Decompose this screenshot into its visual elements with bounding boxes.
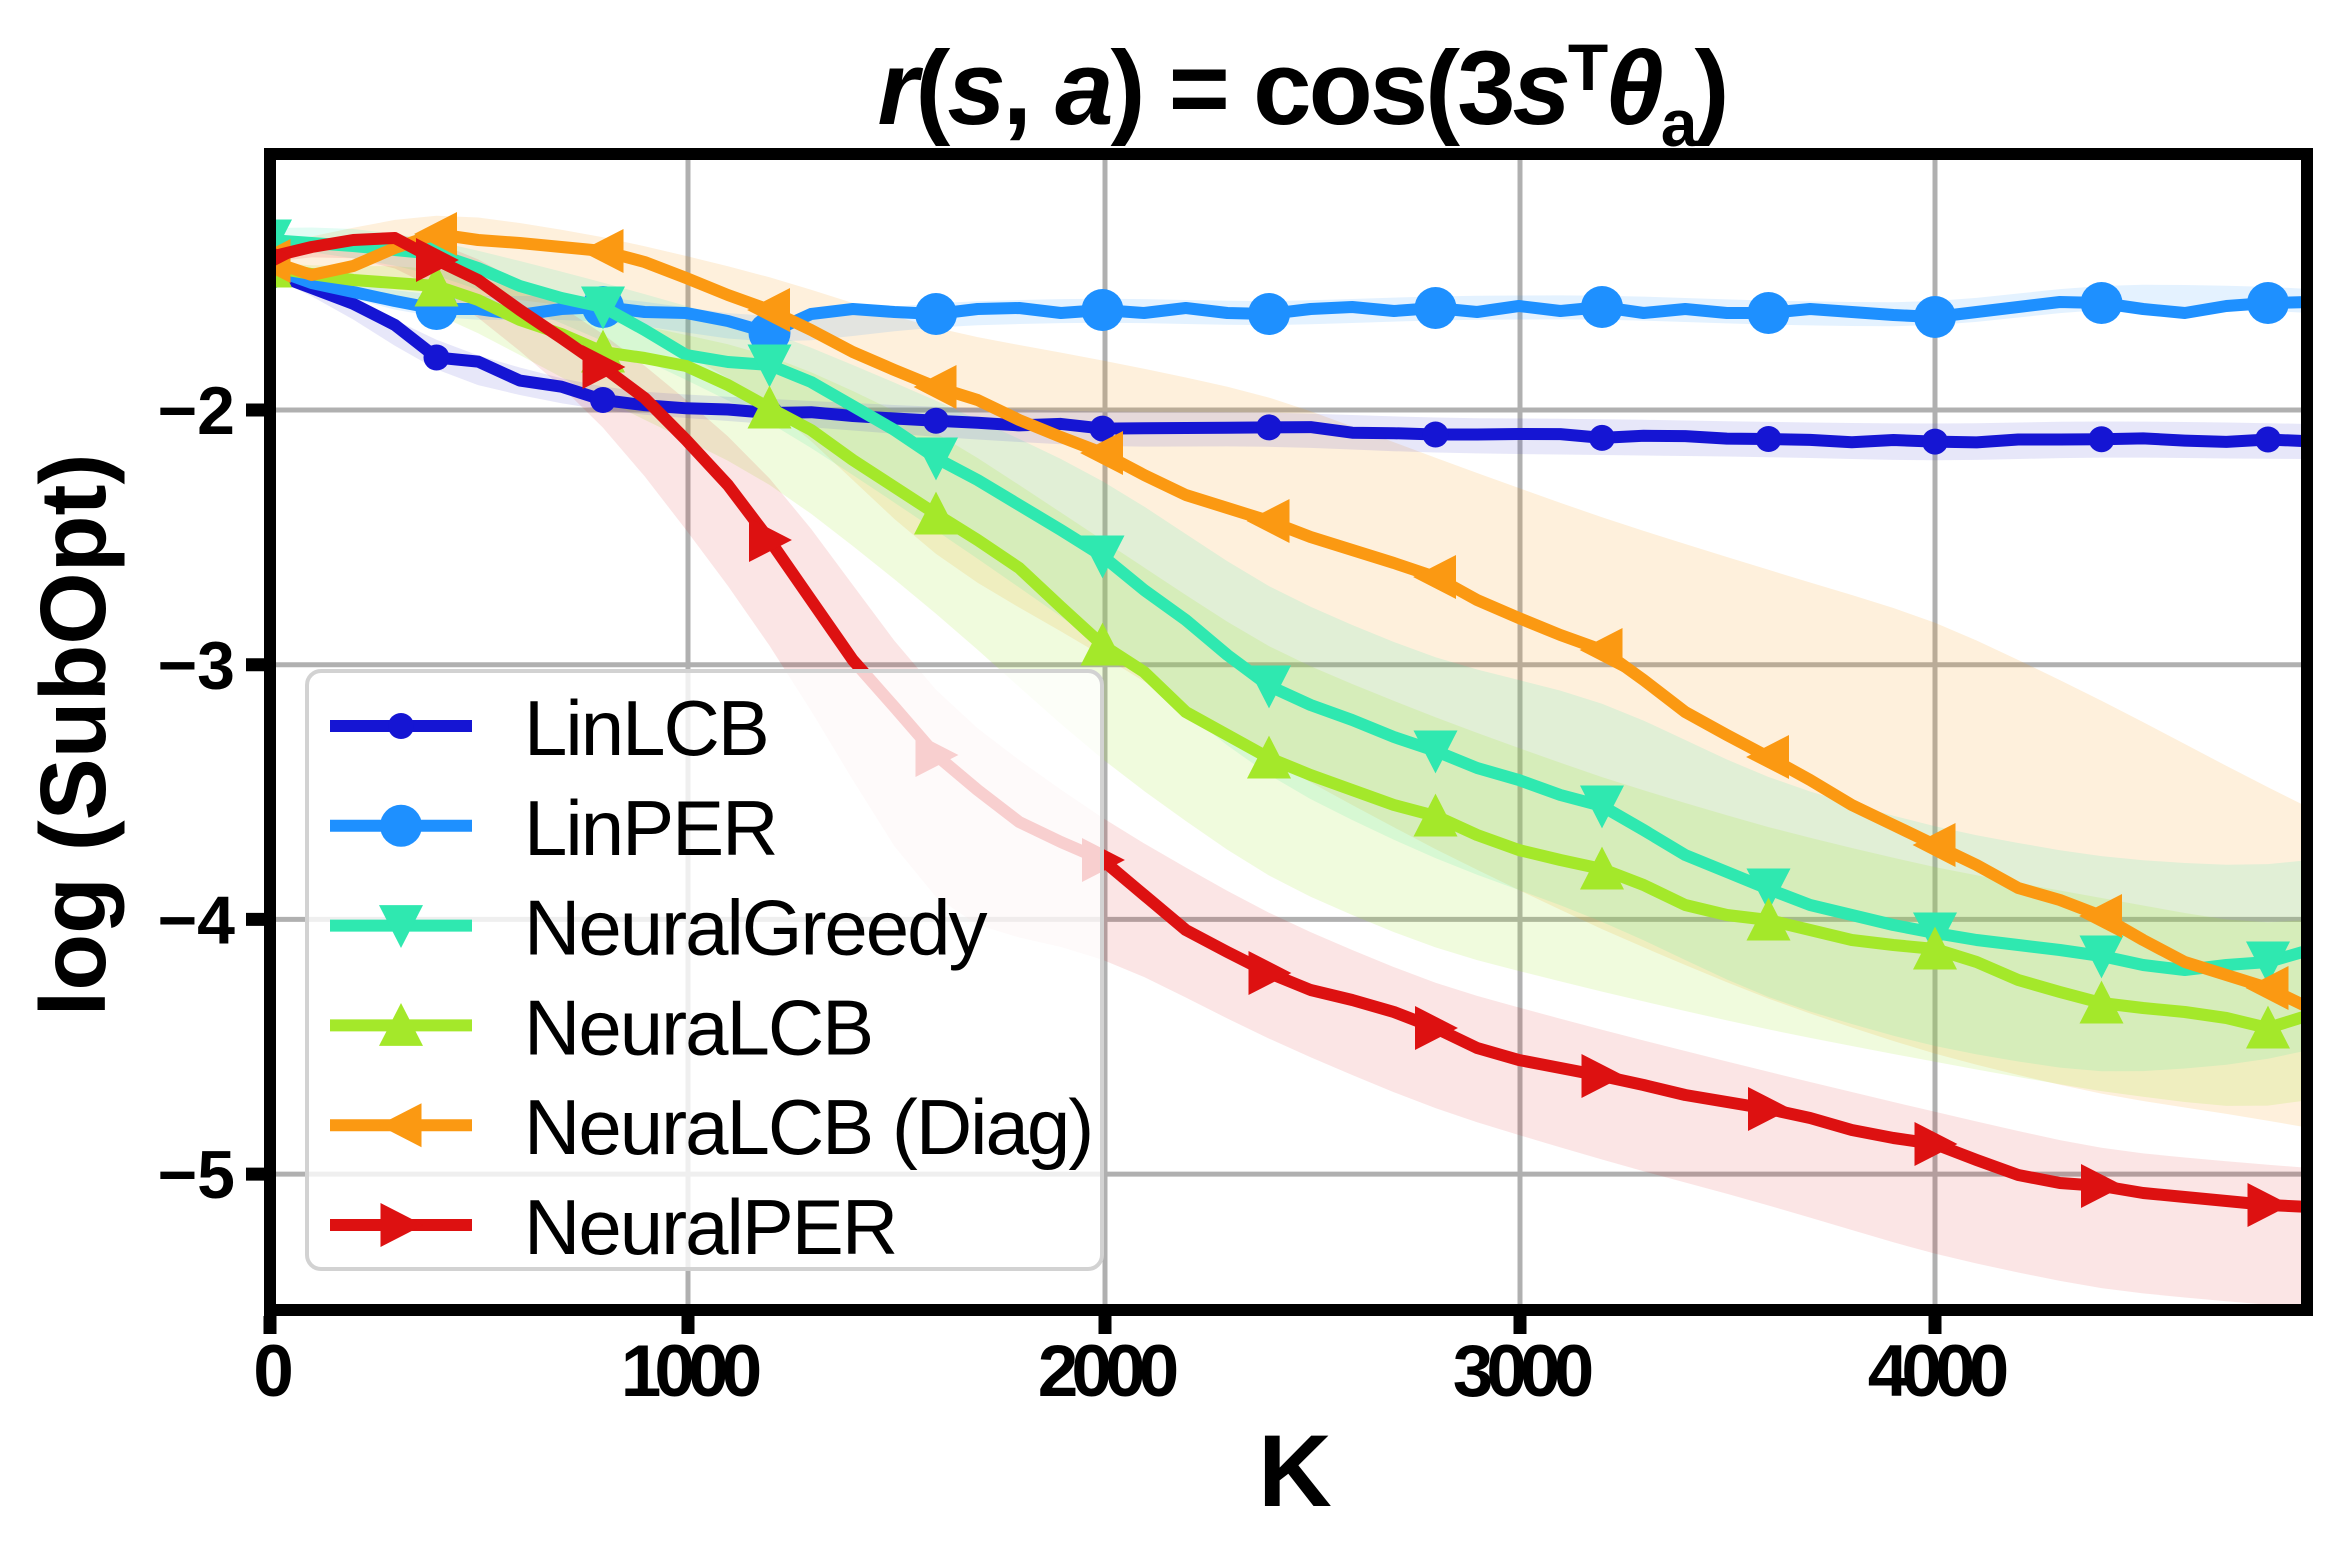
svg-text:3000: 3000	[1453, 1331, 1592, 1412]
svg-text:−4: −4	[157, 882, 235, 958]
svg-text:−3: −3	[157, 628, 235, 704]
svg-text:LinLCB: LinLCB	[524, 684, 768, 772]
svg-text:1000: 1000	[621, 1331, 760, 1412]
svg-text:r(s, a) = cos(3sTθa): r(s, a) = cos(3sTθa)	[878, 30, 1727, 160]
svg-text:NeuraLCB (Diag): NeuraLCB (Diag)	[524, 1083, 1092, 1171]
svg-text:−2: −2	[157, 373, 235, 449]
svg-text:K: K	[1258, 1414, 1332, 1528]
svg-text:NeuraLCB: NeuraLCB	[524, 983, 872, 1071]
svg-text:LinPER: LinPER	[524, 784, 776, 872]
svg-text:NeuralPER: NeuralPER	[524, 1183, 896, 1271]
svg-text:NeuralGreedy: NeuralGreedy	[524, 884, 988, 972]
svg-text:0: 0	[253, 1331, 291, 1412]
svg-text:2000: 2000	[1038, 1331, 1177, 1412]
svg-text:4000: 4000	[1868, 1331, 2007, 1412]
svg-text:−5: −5	[157, 1137, 235, 1213]
svg-text:log (SubOpt): log (SubOpt)	[21, 454, 125, 1017]
